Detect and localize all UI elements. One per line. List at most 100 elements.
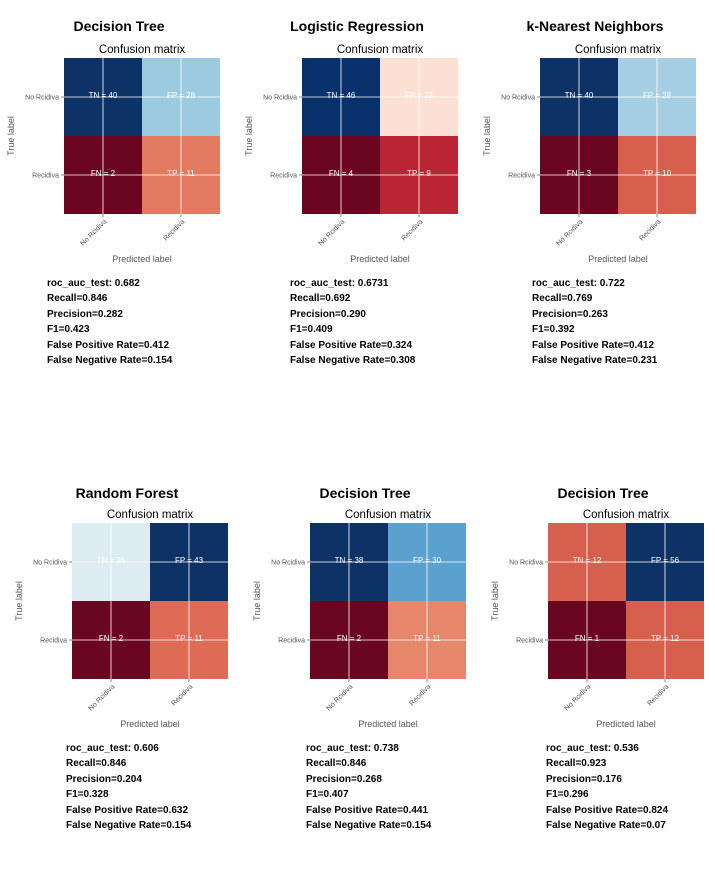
metric-line: Recall=0.923 (546, 758, 607, 770)
metric-line: Precision=0.204 (66, 773, 142, 785)
confusion-matrix-title: Confusion matrix (575, 44, 662, 56)
x-tick-label: Recidiva (646, 683, 670, 707)
y-tick-label: No Rcidiva (501, 95, 535, 102)
metric-line: F1=0.409 (290, 324, 333, 336)
metric-line: Recall=0.846 (47, 293, 108, 305)
metric-line: False Negative Rate=0.231 (532, 355, 658, 367)
y-axis-label: True label (252, 581, 262, 621)
metric-line: Recall=0.846 (66, 758, 127, 770)
metric-line: Precision=0.268 (306, 773, 382, 785)
model-panel: Decision Tree Confusion matrix TN = 12 FP =… (484, 465, 715, 877)
x-axis-label: Predicted label (596, 719, 656, 729)
metric-line: roc_auc_test: 0.606 (66, 743, 159, 754)
confusion-matrix-title: Confusion matrix (337, 44, 424, 56)
metric-line: roc_auc_test: 0.722 (532, 278, 625, 289)
model-title: Random Forest (75, 485, 179, 501)
metrics-block: roc_auc_test: 0.606 Recall=0.846 Precision… (66, 741, 191, 833)
metric-line: Precision=0.282 (47, 308, 123, 320)
metric-line: Precision=0.176 (546, 773, 622, 785)
metric-line: False Positive Rate=0.632 (66, 804, 189, 816)
model-panel: Random Forest Confusion matrix TN = 25 FP =… (8, 465, 246, 877)
model-title: Decision Tree (73, 18, 165, 34)
y-tick-label: Recidiva (508, 173, 535, 180)
metric-line: False Negative Rate=0.308 (290, 355, 416, 367)
metric-line: F1=0.296 (546, 789, 589, 801)
metric-line: F1=0.392 (532, 324, 575, 336)
y-tick-label: No Rcidiva (509, 560, 543, 567)
metric-line: Recall=0.769 (532, 293, 593, 305)
metric-line: F1=0.328 (66, 789, 109, 801)
metric-line: F1=0.407 (306, 789, 349, 801)
y-tick-label: Recidiva (278, 638, 305, 645)
metrics-block: roc_auc_test: 0.722 Recall=0.769 Precision… (532, 276, 657, 368)
model-title: Decision Tree (557, 485, 649, 501)
metric-line: roc_auc_test: 0.738 (306, 743, 399, 754)
metric-line: False Positive Rate=0.412 (47, 339, 170, 351)
x-axis-label: Predicted label (358, 719, 418, 729)
x-tick-label: No Rcidiva (80, 218, 109, 247)
model-panel: Decision Tree Confusion matrix TN = 40 FP =… (0, 0, 238, 412)
y-axis-label: True label (14, 581, 24, 621)
y-axis-label: True label (6, 116, 16, 156)
metric-line: Precision=0.263 (532, 308, 608, 320)
metric-line: roc_auc_test: 0.6731 (290, 278, 389, 289)
model-panel: Logistic Regression Confusion matrix TN = … (238, 0, 476, 412)
confusion-matrix-title: Confusion matrix (107, 509, 194, 521)
metric-line: Recall=0.692 (290, 293, 351, 305)
x-tick-label: Recidiva (162, 218, 186, 242)
x-tick-label: No Rcidiva (556, 218, 585, 247)
x-tick-label: No Rcidiva (318, 218, 347, 247)
y-tick-label: No Rcidiva (271, 560, 305, 567)
metric-line: roc_auc_test: 0.536 (546, 743, 639, 754)
y-axis-label: True label (244, 116, 254, 156)
y-tick-label: Recidiva (516, 638, 543, 645)
metric-line: Recall=0.846 (306, 758, 367, 770)
y-tick-label: No Rcidiva (25, 95, 59, 102)
metric-line: False Positive Rate=0.412 (532, 339, 655, 351)
metrics-block: roc_auc_test: 0.6731 Recall=0.692 Precisio… (290, 276, 415, 368)
metric-line: roc_auc_test: 0.682 (47, 278, 140, 289)
y-tick-label: No Rcidiva (33, 560, 67, 567)
x-axis-label: Predicted label (588, 254, 648, 264)
metrics-block: roc_auc_test: 0.682 Recall=0.846 Precision… (47, 276, 172, 368)
metric-line: False Negative Rate=0.07 (546, 820, 666, 832)
metrics-block: roc_auc_test: 0.536 Recall=0.923 Precision… (546, 741, 668, 833)
y-tick-label: Recidiva (32, 173, 59, 180)
y-axis-label: True label (482, 116, 492, 156)
x-tick-label: No Rcidiva (564, 683, 593, 712)
metrics-block: roc_auc_test: 0.738 Recall=0.846 Precision… (306, 741, 431, 833)
metric-line: F1=0.423 (47, 324, 90, 336)
confusion-matrix-title: Confusion matrix (99, 44, 186, 56)
x-tick-label: Recidiva (408, 683, 432, 707)
confusion-matrix-title: Confusion matrix (583, 509, 670, 521)
x-tick-label: No Rcidiva (88, 683, 117, 712)
x-axis-label: Predicted label (350, 254, 410, 264)
confusion-matrix-title: Confusion matrix (345, 509, 432, 521)
y-tick-label: No Rcidiva (263, 95, 297, 102)
metric-line: False Positive Rate=0.324 (290, 339, 413, 351)
x-axis-label: Predicted label (120, 719, 180, 729)
model-panel: Decision Tree Confusion matrix TN = 38 FP =… (246, 465, 484, 877)
model-title: k-Nearest Neighbors (526, 18, 664, 34)
x-tick-label: Recidiva (638, 218, 662, 242)
metric-line: False Positive Rate=0.824 (546, 804, 669, 816)
metric-line: False Negative Rate=0.154 (47, 355, 173, 367)
y-tick-label: Recidiva (40, 638, 67, 645)
model-title: Logistic Regression (290, 18, 424, 34)
x-tick-label: No Rcidiva (326, 683, 355, 712)
metric-line: False Negative Rate=0.154 (66, 820, 192, 832)
model-title: Decision Tree (319, 485, 411, 501)
metric-line: Precision=0.290 (290, 308, 366, 320)
x-tick-label: Recidiva (400, 218, 424, 242)
y-axis-label: True label (490, 581, 500, 621)
model-panel: k-Nearest Neighbors Confusion matrix TN = … (476, 0, 714, 412)
x-tick-label: Recidiva (170, 683, 194, 707)
metric-line: False Positive Rate=0.441 (306, 804, 429, 816)
x-axis-label: Predicted label (112, 254, 172, 264)
y-tick-label: Recidiva (270, 173, 297, 180)
